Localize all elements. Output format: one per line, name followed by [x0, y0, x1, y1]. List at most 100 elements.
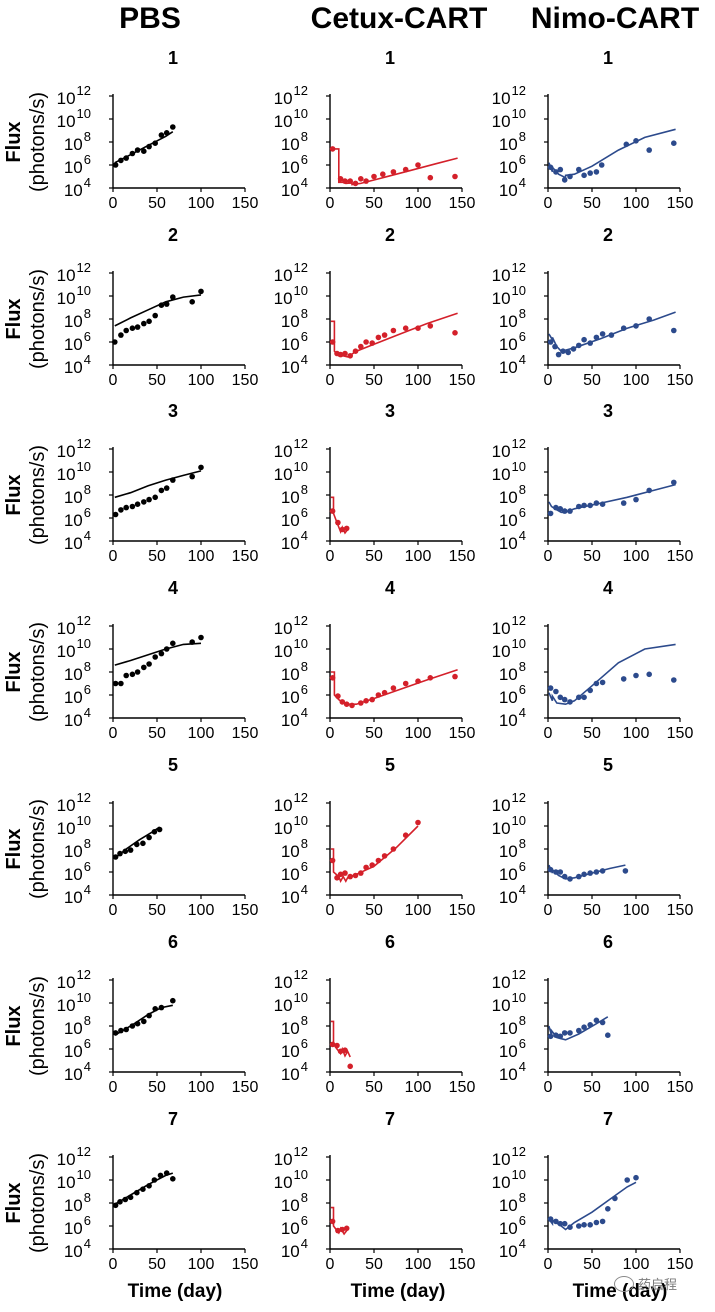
data-point [129, 325, 136, 332]
panel-title: 7 [385, 1109, 395, 1129]
y-tick-exponent: 12 [77, 613, 91, 628]
fit-line [114, 470, 202, 499]
data-point [347, 353, 354, 359]
data-point [402, 166, 409, 173]
y-tick-label: 1012 [492, 436, 526, 461]
y-tick-exponent: 6 [301, 152, 308, 167]
y-tick-exponent: 8 [84, 1190, 91, 1205]
x-tick-label: 0 [544, 1079, 553, 1096]
data-point [118, 680, 124, 687]
x-tick-label: 0 [109, 902, 118, 919]
data-point [152, 312, 158, 319]
data-point [329, 1218, 336, 1225]
data-point [620, 500, 627, 506]
data-point [158, 1004, 165, 1011]
data-point [608, 332, 615, 338]
data-point [553, 169, 559, 175]
data-point [347, 873, 354, 880]
y-tick-exponent: 6 [301, 1213, 308, 1228]
panel-title: 1 [168, 48, 178, 68]
y-tick-exponent: 8 [519, 659, 526, 674]
y-tick-label: 1010 [274, 813, 308, 838]
x-tick-label: 100 [623, 195, 650, 212]
x-tick-label: 150 [449, 1256, 476, 1273]
y-tick-exponent: 4 [84, 1236, 91, 1251]
y-tick-exponent: 10 [512, 990, 526, 1005]
data-point [146, 1183, 152, 1189]
data-point [633, 323, 639, 329]
y-tick-exponent: 8 [84, 659, 91, 674]
y-tick-label: 1012 [57, 1144, 91, 1169]
y-tick-exponent: 10 [294, 283, 308, 298]
y-tick-label: 106 [281, 859, 308, 884]
data-point [122, 1196, 129, 1203]
y-tick-label: 1010 [57, 990, 91, 1015]
y-tick-label: 1010 [57, 813, 91, 838]
y-tick-label: 106 [281, 1213, 308, 1238]
data-point [342, 350, 348, 357]
data-point [557, 694, 564, 701]
x-tick-label: 0 [326, 195, 335, 212]
data-point [561, 508, 568, 514]
data-point [151, 1177, 158, 1183]
y-tick-label: 106 [281, 505, 308, 530]
x-tick-label: 150 [667, 372, 694, 389]
data-point [118, 332, 124, 338]
data-point [141, 664, 147, 671]
y-tick-exponent: 12 [512, 1144, 526, 1159]
data-point [633, 496, 639, 503]
x-tick-label: 0 [109, 1079, 118, 1096]
x-tick-label: 0 [109, 1256, 118, 1273]
data-point [369, 862, 376, 868]
data-point [567, 699, 573, 705]
data-point [170, 477, 176, 483]
data-point [547, 164, 554, 171]
data-point [646, 147, 652, 153]
data-point [337, 176, 344, 182]
data-point [593, 1017, 600, 1024]
x-tick-label: 150 [232, 902, 259, 919]
y-tick-label: 1012 [492, 1144, 526, 1169]
data-point [158, 132, 165, 138]
x-tick-label: 100 [188, 902, 215, 919]
y-tick-label: 104 [499, 528, 526, 553]
x-tick-label: 50 [583, 548, 601, 565]
data-point [335, 1227, 341, 1234]
watermark: 药启程 [614, 1274, 677, 1293]
y-tick-label: 108 [499, 129, 526, 154]
data-point [198, 634, 204, 641]
x-tick-label: 50 [148, 372, 166, 389]
data-point [123, 327, 129, 334]
data-point [170, 294, 176, 300]
y-tick-label: 104 [64, 175, 91, 200]
data-point [352, 180, 359, 187]
panel-title: 2 [168, 225, 178, 245]
y-tick-label: 106 [281, 682, 308, 707]
y-axis-label-row-7: Flux (photons/s) [3, 1153, 49, 1253]
y-tick-exponent: 8 [301, 836, 308, 851]
x-tick-label: 50 [583, 902, 601, 919]
data-point [576, 1027, 582, 1034]
data-point [163, 1170, 170, 1176]
data-point [170, 1176, 176, 1182]
panel-title: 6 [603, 932, 613, 952]
data-point [599, 1218, 606, 1225]
y-tick-exponent: 6 [84, 505, 91, 520]
y-tick-label: 1010 [492, 1167, 526, 1192]
data-point [567, 1030, 573, 1036]
x-tick-label: 50 [148, 548, 166, 565]
data-point [156, 826, 163, 833]
y-tick-label: 108 [281, 836, 308, 861]
data-point [381, 332, 388, 338]
y-tick-label: 1012 [492, 260, 526, 285]
x-tick-label: 100 [623, 548, 650, 565]
y-tick-label: 1012 [274, 83, 308, 108]
x-tick-label: 0 [544, 902, 553, 919]
data-point [390, 685, 397, 691]
data-point [152, 1006, 158, 1012]
